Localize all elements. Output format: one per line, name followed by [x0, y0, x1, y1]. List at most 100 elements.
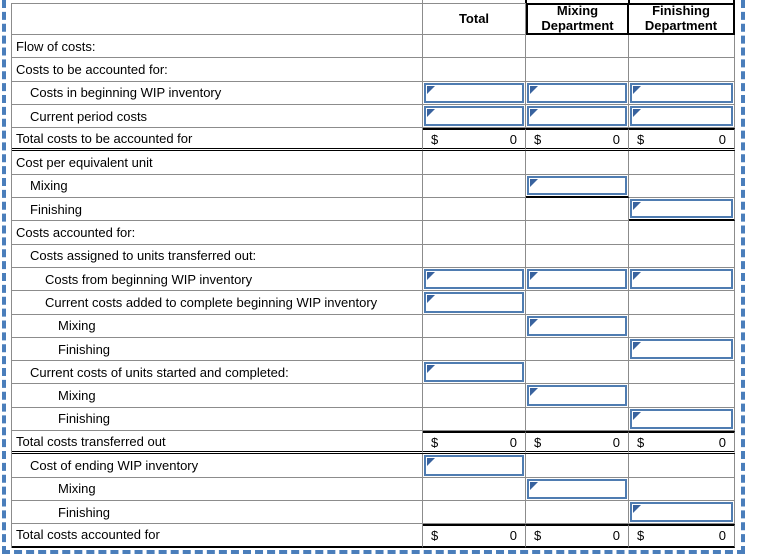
- input-cell: [526, 81, 629, 105]
- input-cell: [629, 407, 735, 432]
- amount-value: 0: [509, 131, 517, 147]
- total-amount-cell: $0: [629, 524, 735, 548]
- empty-cell: [526, 337, 629, 362]
- input-cell-box[interactable]: [630, 408, 733, 430]
- empty-cell: [423, 198, 526, 222]
- total-amount-cell: $0: [526, 128, 629, 152]
- empty-cell: [629, 384, 735, 408]
- input-cell-box[interactable]: [527, 105, 627, 127]
- input-cell-box[interactable]: [630, 501, 733, 523]
- input-cell: [526, 477, 629, 501]
- input-cell-box[interactable]: [527, 385, 627, 406]
- empty-cell: [629, 291, 735, 315]
- input-cell-box[interactable]: [424, 82, 524, 103]
- input-cell: [423, 454, 526, 478]
- empty-cell: [526, 244, 629, 268]
- amount-value: 0: [612, 528, 620, 544]
- input-cell: [423, 81, 526, 105]
- empty-cell: [629, 221, 735, 245]
- amount-value: 0: [718, 434, 726, 450]
- row-label: Mixing: [12, 477, 423, 501]
- row-label: Costs from beginning WIP inventory: [12, 267, 423, 292]
- column-header-blank: [12, 3, 423, 35]
- empty-cell: [629, 361, 735, 385]
- input-cell-box[interactable]: [630, 199, 733, 219]
- row-label: Costs to be accounted for:: [12, 58, 423, 82]
- input-cell-box[interactable]: [424, 362, 524, 383]
- empty-cell: [423, 384, 526, 408]
- input-cell-box[interactable]: [527, 268, 627, 290]
- gridline-stub: [733, 0, 735, 3]
- input-cell: [423, 291, 526, 315]
- input-cell-box[interactable]: [424, 455, 524, 476]
- column-header-finishing-department: Finishing Department: [629, 3, 735, 35]
- row-label: Current costs added to complete beginnin…: [12, 291, 423, 315]
- gridline-stub: [422, 0, 423, 3]
- input-cell: [526, 314, 629, 338]
- empty-cell: [629, 477, 735, 501]
- gridline-stub: [525, 0, 527, 3]
- empty-cell: [423, 244, 526, 268]
- column-header-total: Total: [423, 3, 526, 35]
- total-amount-cell: $0: [526, 431, 629, 455]
- input-cell: [629, 500, 735, 525]
- amount-value: 0: [612, 131, 620, 147]
- total-amount-cell: $0: [526, 524, 629, 548]
- input-cell: [423, 104, 526, 129]
- currency-symbol: $: [534, 434, 542, 450]
- row-label: Total costs transferred out: [12, 431, 423, 455]
- empty-cell: [629, 314, 735, 338]
- input-cell-box[interactable]: [630, 338, 733, 360]
- row-label: Costs in beginning WIP inventory: [12, 81, 423, 105]
- empty-cell: [423, 477, 526, 501]
- empty-cell: [423, 221, 526, 245]
- input-cell-box[interactable]: [527, 82, 627, 103]
- input-cell-box[interactable]: [527, 478, 627, 499]
- input-cell-box[interactable]: [630, 268, 733, 290]
- input-cell: [526, 384, 629, 408]
- row-label: Finishing: [12, 500, 423, 525]
- total-amount-cell: $0: [423, 431, 526, 455]
- amount-value: 0: [718, 131, 726, 147]
- input-cell-box[interactable]: [630, 82, 733, 103]
- empty-cell: [423, 58, 526, 82]
- row-label: Current period costs: [12, 104, 423, 129]
- input-cell: [526, 267, 629, 292]
- total-amount-cell: $0: [629, 431, 735, 455]
- input-cell-box[interactable]: [424, 105, 524, 127]
- empty-cell: [526, 291, 629, 315]
- empty-cell: [526, 198, 629, 222]
- empty-cell: [423, 500, 526, 525]
- empty-cell: [629, 35, 735, 59]
- row-label: Total costs to be accounted for: [12, 128, 423, 152]
- row-label: Finishing: [12, 337, 423, 362]
- row-label: Total costs accounted for: [12, 524, 423, 548]
- input-cell-box[interactable]: [527, 175, 627, 196]
- row-label: Costs accounted for:: [12, 221, 423, 245]
- empty-cell: [526, 407, 629, 432]
- empty-cell: [423, 314, 526, 338]
- empty-cell: [629, 454, 735, 478]
- input-cell-box[interactable]: [527, 315, 627, 336]
- worksheet-selection-region: Total Mixing Department Finishing Depart…: [2, 0, 745, 554]
- empty-cell: [423, 407, 526, 432]
- empty-cell: [629, 174, 735, 199]
- empty-cell: [423, 35, 526, 59]
- input-cell-box[interactable]: [630, 105, 733, 127]
- input-cell-box[interactable]: [424, 292, 524, 313]
- row-label: Current costs of units started and compl…: [12, 361, 423, 385]
- row-label: Finishing: [12, 198, 423, 222]
- total-amount-cell: $0: [629, 128, 735, 152]
- cost-reconciliation-table: Total Mixing Department Finishing Depart…: [11, 3, 735, 548]
- total-amount-cell: $0: [423, 524, 526, 548]
- empty-cell: [423, 151, 526, 175]
- input-cell: [526, 174, 629, 199]
- currency-symbol: $: [637, 434, 645, 450]
- row-label: Costs assigned to units transferred out:: [12, 244, 423, 268]
- input-cell: [629, 104, 735, 129]
- input-cell-box[interactable]: [424, 268, 524, 290]
- empty-cell: [526, 454, 629, 478]
- row-label: Mixing: [12, 384, 423, 408]
- currency-symbol: $: [534, 528, 542, 544]
- currency-symbol: $: [637, 131, 645, 147]
